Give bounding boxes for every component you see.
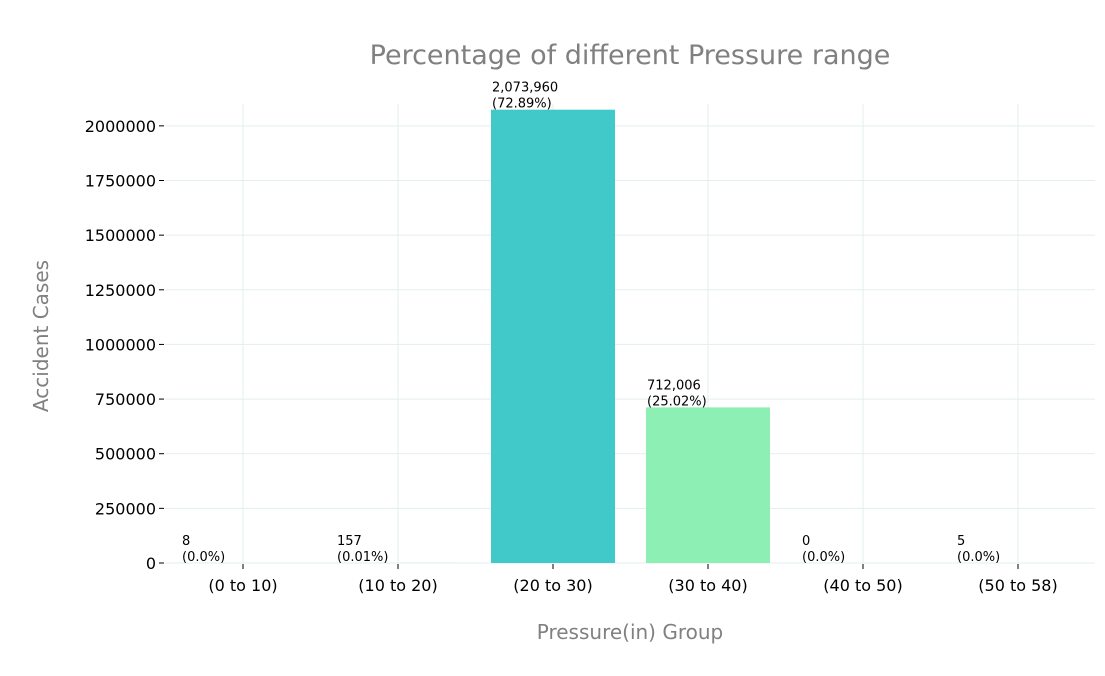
- bar-value-label: 5: [957, 534, 965, 549]
- y-tick-label: 750000: [95, 390, 156, 409]
- grid: [165, 104, 1095, 564]
- bar-percent-label: (0.0%): [182, 550, 225, 565]
- y-axis-label: Accident Cases: [29, 260, 53, 412]
- bar-value-label: 2,073,960: [492, 81, 558, 96]
- bars: [181, 109, 1080, 564]
- bar-percent-label: (0.0%): [802, 550, 845, 565]
- y-tick-label: 2000000: [85, 117, 156, 136]
- bar-value-label: 8: [182, 534, 190, 549]
- data-labels: 8(0.0%)157(0.01%)2,073,960(72.89%)712,00…: [182, 81, 1000, 565]
- bar-percent-label: (0.01%): [337, 550, 388, 565]
- x-axis-label: Pressure(in) Group: [537, 620, 723, 644]
- chart-title: Percentage of different Pressure range: [370, 40, 891, 71]
- bar-percent-label: (25.02%): [647, 394, 707, 409]
- y-tick-label: 1000000: [85, 335, 156, 354]
- y-tick-label: 250000: [95, 499, 156, 518]
- x-tick-label: (20 to 30): [513, 576, 592, 595]
- bar-value-label: 712,006: [647, 378, 701, 393]
- x-axis: (0 to 10) (10 to 20) (20 to 30) (30 to 40) (…: [208, 564, 1058, 595]
- x-tick-label: (0 to 10): [208, 576, 277, 595]
- bar-value-label: 0: [802, 534, 810, 549]
- y-tick-label: 1250000: [85, 281, 156, 300]
- y-tick-label: 0: [146, 554, 156, 573]
- x-tick-label: (10 to 20): [358, 576, 437, 595]
- bar-percent-label: (72.89%): [492, 97, 552, 112]
- bar: [491, 109, 615, 564]
- bar-percent-label: (0.0%): [957, 550, 1000, 565]
- x-tick-label: (30 to 40): [668, 576, 747, 595]
- y-tick-label: 1500000: [85, 226, 156, 245]
- x-tick-label: (50 to 58): [978, 576, 1057, 595]
- y-axis: 0 250000 500000 750000 1000000 1250000 1500000…: [85, 117, 164, 573]
- x-tick-label: (40 to 50): [823, 576, 902, 595]
- bar: [646, 407, 770, 563]
- y-tick-label: 1750000: [85, 172, 156, 191]
- y-tick-label: 500000: [95, 445, 156, 464]
- bar-value-label: 157: [337, 534, 362, 549]
